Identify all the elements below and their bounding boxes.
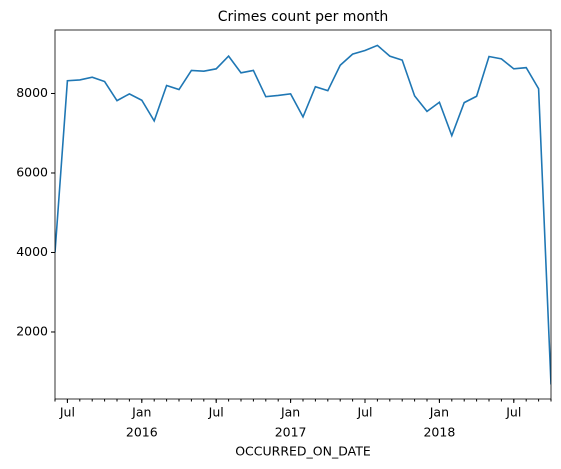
x-tick-label: Jan bbox=[429, 405, 449, 420]
x-tick-label: Jul bbox=[356, 405, 372, 420]
x-tick-label: 2016 bbox=[126, 425, 158, 440]
x-axis-label: OCCURRED_ON_DATE bbox=[235, 444, 371, 459]
y-tick-label: 4000 bbox=[16, 244, 48, 259]
x-tick-label: Jul bbox=[505, 405, 521, 420]
x-tick-label: Jul bbox=[59, 405, 75, 420]
plot-frame bbox=[54, 29, 552, 400]
y-tick-label: 8000 bbox=[16, 85, 48, 100]
y-tick-label: 6000 bbox=[16, 164, 48, 179]
x-tick-label: Jan bbox=[131, 405, 151, 420]
x-tick-label: Jan bbox=[280, 405, 300, 420]
line-series bbox=[55, 44, 551, 385]
y-tick-label: 2000 bbox=[16, 323, 48, 338]
x-tick-label: 2018 bbox=[423, 425, 455, 440]
x-tick-label: 2017 bbox=[275, 425, 307, 440]
x-tick-label: Jul bbox=[208, 405, 224, 420]
chart-title: Crimes count per month bbox=[218, 9, 389, 25]
